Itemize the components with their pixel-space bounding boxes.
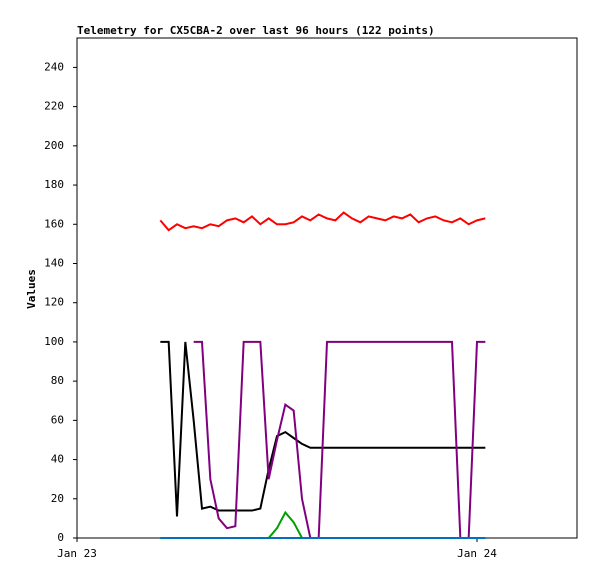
chart-title: Telemetry for CX5CBA-2 over last 96 hour… <box>77 24 435 37</box>
y-tick-label: 160 <box>44 217 64 230</box>
y-tick-label: 140 <box>44 256 64 269</box>
y-tick-label: 220 <box>44 100 64 113</box>
y-tick-label: 80 <box>51 374 64 387</box>
y-tick-label: 40 <box>51 453 64 466</box>
series-line <box>159 211 486 232</box>
y-tick-label: 180 <box>44 178 64 191</box>
y-tick-label: 120 <box>44 296 64 309</box>
y-tick-label: 100 <box>44 335 64 348</box>
y-tick-label: 0 <box>57 531 64 544</box>
series-line <box>193 340 486 539</box>
y-axis-label: Values <box>25 269 38 309</box>
y-tick-label: 240 <box>44 60 64 73</box>
plot-frame <box>76 37 578 539</box>
x-tick-label: Jan 24 <box>457 547 497 560</box>
y-tick-label: 20 <box>51 492 64 505</box>
x-tick-label: Jan 23 <box>57 547 97 560</box>
series-line <box>160 510 486 539</box>
y-tick-label: 200 <box>44 139 64 152</box>
y-tick-label: 60 <box>51 413 64 426</box>
